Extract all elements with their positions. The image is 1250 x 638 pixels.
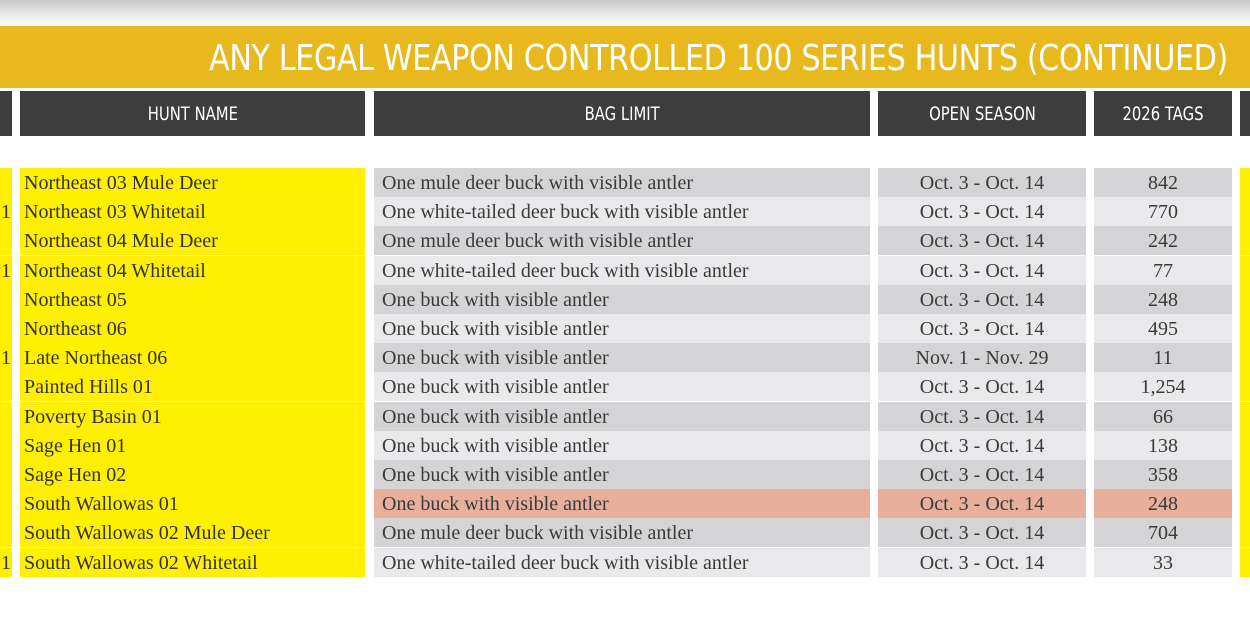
open-season-cell: Nov. 1 - Nov. 29 (878, 343, 1086, 372)
open-season-cell: Oct. 3 - Oct. 14 (878, 256, 1086, 285)
row-edge-left (0, 314, 12, 343)
bag-limit-cell: One mule deer buck with visible antler (374, 226, 870, 255)
banner-divider (0, 88, 1250, 91)
bag-limit-cell: One buck with visible antler (374, 285, 870, 314)
tags-cell: 11 (1094, 343, 1232, 372)
column-header-hunt-name: HUNT NAME (20, 91, 365, 136)
hunt-name-cell: Northeast 03 Mule Deer (20, 168, 365, 197)
bag-limit-cell: One buck with visible antler (374, 489, 870, 518)
open-season-cell: Oct. 3 - Oct. 14 (878, 402, 1086, 431)
row-edge-right (1240, 314, 1250, 343)
row-edge-left (0, 402, 12, 431)
row-edge-left (0, 226, 12, 255)
page-title: ANY LEGAL WEAPON CONTROLLED 100 SERIES H… (209, 38, 1228, 79)
tags-cell: 495 (1094, 314, 1232, 343)
row-edge-right (1240, 343, 1250, 372)
bag-limit-cell: One buck with visible antler (374, 402, 870, 431)
tags-cell: 66 (1094, 402, 1232, 431)
row-edge-right (1240, 256, 1250, 285)
open-season-cell: Oct. 3 - Oct. 14 (878, 548, 1086, 577)
bag-limit-cell: One mule deer buck with visible antler (374, 168, 870, 197)
row-edge-right (1240, 285, 1250, 314)
row-edge-right (1240, 197, 1250, 226)
hunt-name-cell: South Wallowas 02 Mule Deer (20, 518, 365, 547)
row-edge-left (0, 285, 12, 314)
row-edge-marker: 1 (1, 201, 11, 223)
row-edge-right (1240, 226, 1250, 255)
tags-cell: 248 (1094, 489, 1232, 518)
row-edge-right (1240, 168, 1250, 197)
row-edge-left (0, 372, 12, 401)
row-edge-left (0, 518, 12, 547)
row-edge-left (0, 460, 12, 489)
column-header-tags: 2026 TAGS (1094, 91, 1232, 136)
open-season-cell: Oct. 3 - Oct. 14 (878, 489, 1086, 518)
row-edge-right (1240, 460, 1250, 489)
hunt-name-cell: Poverty Basin 01 (20, 402, 365, 431)
row-edge-right (1240, 372, 1250, 401)
row-edge-left: 1 (0, 548, 12, 577)
hunt-name-cell: Northeast 04 Mule Deer (20, 226, 365, 255)
tags-cell: 138 (1094, 431, 1232, 460)
tags-cell: 704 (1094, 518, 1232, 547)
open-season-cell: Oct. 3 - Oct. 14 (878, 431, 1086, 460)
open-season-cell: Oct. 3 - Oct. 14 (878, 518, 1086, 547)
open-season-cell: Oct. 3 - Oct. 14 (878, 197, 1086, 226)
open-season-cell: Oct. 3 - Oct. 14 (878, 285, 1086, 314)
open-season-cell: Oct. 3 - Oct. 14 (878, 226, 1086, 255)
bag-limit-cell: One white-tailed deer buck with visible … (374, 197, 870, 226)
tags-cell: 842 (1094, 168, 1232, 197)
open-season-cell: Oct. 3 - Oct. 14 (878, 372, 1086, 401)
bag-limit-cell: One buck with visible antler (374, 343, 870, 372)
row-edge-left: 1 (0, 197, 12, 226)
row-edge-marker: 1 (1, 260, 11, 282)
bag-limit-cell: One buck with visible antler (374, 314, 870, 343)
hunt-name-cell: Painted Hills 01 (20, 372, 365, 401)
hunt-name-cell: South Wallowas 02 Whitetail (20, 548, 365, 577)
title-banner (0, 26, 1250, 88)
row-edge-left: 1 (0, 343, 12, 372)
open-season-cell: Oct. 3 - Oct. 14 (878, 314, 1086, 343)
tags-cell: 358 (1094, 460, 1232, 489)
row-edge-marker: 1 (1, 347, 11, 369)
header-edge-right (1240, 91, 1250, 136)
row-edge-left: 1 (0, 256, 12, 285)
bag-limit-cell: One buck with visible antler (374, 372, 870, 401)
bag-limit-cell: One buck with visible antler (374, 460, 870, 489)
hunt-name-cell: Northeast 06 (20, 314, 365, 343)
column-header-open-season: OPEN SEASON (878, 91, 1086, 136)
tags-cell: 770 (1094, 197, 1232, 226)
row-edge-left (0, 168, 12, 197)
hunt-name-cell: Sage Hen 01 (20, 431, 365, 460)
row-edge-left (0, 431, 12, 460)
row-edge-right (1240, 518, 1250, 547)
hunt-name-cell: Sage Hen 02 (20, 460, 365, 489)
bag-limit-cell: One mule deer buck with visible antler (374, 518, 870, 547)
bag-limit-cell: One buck with visible antler (374, 431, 870, 460)
hunt-name-cell: Northeast 04 Whitetail (20, 256, 365, 285)
row-edge-right (1240, 431, 1250, 460)
row-edge-left (0, 489, 12, 518)
row-edge-right (1240, 489, 1250, 518)
column-header-bag-limit: BAG LIMIT (374, 91, 870, 136)
row-edge-marker: 1 (1, 552, 11, 574)
bag-limit-cell: One white-tailed deer buck with visible … (374, 548, 870, 577)
open-season-cell: Oct. 3 - Oct. 14 (878, 168, 1086, 197)
hunt-name-cell: South Wallowas 01 (20, 489, 365, 518)
row-edge-right (1240, 402, 1250, 431)
tags-cell: 33 (1094, 548, 1232, 577)
tags-cell: 1,254 (1094, 372, 1232, 401)
header-edge-left (0, 91, 12, 136)
open-season-cell: Oct. 3 - Oct. 14 (878, 460, 1086, 489)
row-edge-right (1240, 548, 1250, 577)
tags-cell: 242 (1094, 226, 1232, 255)
hunt-name-cell: Northeast 03 Whitetail (20, 197, 365, 226)
hunt-name-cell: Late Northeast 06 (20, 343, 365, 372)
bag-limit-cell: One white-tailed deer buck with visible … (374, 256, 870, 285)
hunt-name-cell: Northeast 05 (20, 285, 365, 314)
top-shade (0, 0, 1250, 26)
tags-cell: 248 (1094, 285, 1232, 314)
tags-cell: 77 (1094, 256, 1232, 285)
